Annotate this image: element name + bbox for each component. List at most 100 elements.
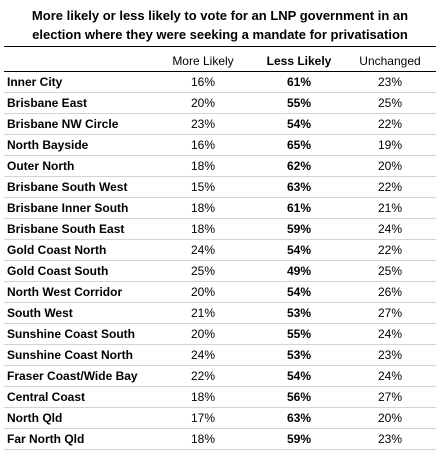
unchanged-cell: 24% xyxy=(344,218,436,240)
table-row: South West 21% 53% 27% xyxy=(4,302,436,324)
more-likely-cell: 18% xyxy=(152,218,254,240)
region-cell: Fraser Coast/Wide Bay xyxy=(4,365,152,387)
header-row: More Likely Less Likely Unchanged xyxy=(4,51,436,72)
less-likely-cell: 63% xyxy=(254,407,344,429)
region-cell: North Bayside xyxy=(4,134,152,156)
region-cell: Inner City xyxy=(4,71,152,93)
table-row: Central Coast 18% 56% 27% xyxy=(4,386,436,408)
table-row: North Bayside 16% 65% 19% xyxy=(4,134,436,156)
title-line-2: election where they were seeking a manda… xyxy=(32,27,408,42)
region-cell: Sunshine Coast South xyxy=(4,323,152,345)
less-likely-cell: 61% xyxy=(254,197,344,219)
more-likely-cell: 18% xyxy=(152,386,254,408)
table-row: Far North Qld 18% 59% 23% xyxy=(4,428,436,450)
unchanged-cell: 22% xyxy=(344,176,436,198)
region-cell: Sunshine Coast North xyxy=(4,344,152,366)
more-likely-cell: 20% xyxy=(152,323,254,345)
region-cell: Brisbane East xyxy=(4,92,152,114)
less-likely-cell: 65% xyxy=(254,134,344,156)
table-row: Brisbane East 20% 55% 25% xyxy=(4,92,436,114)
header-region xyxy=(4,51,152,72)
title-line-1: More likely or less likely to vote for a… xyxy=(31,8,409,23)
region-cell: South West xyxy=(4,302,152,324)
table-row: Sunshine Coast North 24% 53% 23% xyxy=(4,344,436,366)
region-cell: Brisbane South West xyxy=(4,176,152,198)
table-row: Outer North 18% 62% 20% xyxy=(4,155,436,177)
header-more-likely: More Likely xyxy=(152,51,254,72)
region-cell: North West Corridor xyxy=(4,281,152,303)
less-likely-cell: 63% xyxy=(254,176,344,198)
unchanged-cell: 19% xyxy=(344,134,436,156)
less-likely-cell: 56% xyxy=(254,386,344,408)
table-row: Fraser Coast/Wide Bay 22% 54% 24% xyxy=(4,365,436,387)
results-table: More Likely Less Likely Unchanged Inner … xyxy=(4,51,436,450)
region-cell: Brisbane Inner South xyxy=(4,197,152,219)
more-likely-cell: 18% xyxy=(152,155,254,177)
unchanged-cell: 22% xyxy=(344,113,436,135)
unchanged-cell: 22% xyxy=(344,239,436,261)
table-row: Gold Coast North 24% 54% 22% xyxy=(4,239,436,261)
table-row: North West Corridor 20% 54% 26% xyxy=(4,281,436,303)
table-row: Brisbane NW Circle 23% 54% 22% xyxy=(4,113,436,135)
more-likely-cell: 21% xyxy=(152,302,254,324)
less-likely-cell: 59% xyxy=(254,218,344,240)
more-likely-cell: 24% xyxy=(152,344,254,366)
table-row: Brisbane South West 15% 63% 22% xyxy=(4,176,436,198)
unchanged-cell: 26% xyxy=(344,281,436,303)
table-row: Inner City 16% 61% 23% xyxy=(4,71,436,93)
less-likely-cell: 53% xyxy=(254,302,344,324)
more-likely-cell: 16% xyxy=(152,71,254,93)
header-unchanged: Unchanged xyxy=(344,51,436,72)
table-row: Brisbane South East 18% 59% 24% xyxy=(4,218,436,240)
unchanged-cell: 27% xyxy=(344,302,436,324)
less-likely-cell: 54% xyxy=(254,239,344,261)
less-likely-cell: 61% xyxy=(254,71,344,93)
less-likely-cell: 59% xyxy=(254,428,344,450)
unchanged-cell: 25% xyxy=(344,260,436,282)
less-likely-cell: 54% xyxy=(254,113,344,135)
region-cell: Gold Coast North xyxy=(4,239,152,261)
unchanged-cell: 24% xyxy=(344,323,436,345)
more-likely-cell: 17% xyxy=(152,407,254,429)
header-less-likely: Less Likely xyxy=(254,51,344,72)
more-likely-cell: 15% xyxy=(152,176,254,198)
unchanged-cell: 23% xyxy=(344,71,436,93)
unchanged-cell: 20% xyxy=(344,407,436,429)
unchanged-cell: 25% xyxy=(344,92,436,114)
region-cell: Brisbane South East xyxy=(4,218,152,240)
results-table-figure: More likely or less likely to vote for a… xyxy=(4,6,436,450)
less-likely-cell: 62% xyxy=(254,155,344,177)
unchanged-cell: 20% xyxy=(344,155,436,177)
more-likely-cell: 16% xyxy=(152,134,254,156)
more-likely-cell: 18% xyxy=(152,197,254,219)
table-body: Inner City 16% 61% 23% Brisbane East 20% 55% 25… xyxy=(4,71,436,450)
more-likely-cell: 18% xyxy=(152,428,254,450)
unchanged-cell: 23% xyxy=(344,428,436,450)
less-likely-cell: 54% xyxy=(254,365,344,387)
more-likely-cell: 22% xyxy=(152,365,254,387)
more-likely-cell: 23% xyxy=(152,113,254,135)
region-cell: Outer North xyxy=(4,155,152,177)
more-likely-cell: 20% xyxy=(152,281,254,303)
unchanged-cell: 21% xyxy=(344,197,436,219)
region-cell: Gold Coast South xyxy=(4,260,152,282)
unchanged-cell: 24% xyxy=(344,365,436,387)
table-row: North Qld 17% 63% 20% xyxy=(4,407,436,429)
less-likely-cell: 55% xyxy=(254,92,344,114)
table-row: Brisbane Inner South 18% 61% 21% xyxy=(4,197,436,219)
more-likely-cell: 24% xyxy=(152,239,254,261)
less-likely-cell: 49% xyxy=(254,260,344,282)
region-cell: Brisbane NW Circle xyxy=(4,113,152,135)
less-likely-cell: 54% xyxy=(254,281,344,303)
less-likely-cell: 53% xyxy=(254,344,344,366)
more-likely-cell: 25% xyxy=(152,260,254,282)
table-row: Sunshine Coast South 20% 55% 24% xyxy=(4,323,436,345)
region-cell: Far North Qld xyxy=(4,428,152,450)
less-likely-cell: 55% xyxy=(254,323,344,345)
more-likely-cell: 20% xyxy=(152,92,254,114)
unchanged-cell: 23% xyxy=(344,344,436,366)
unchanged-cell: 27% xyxy=(344,386,436,408)
table-title: More likely or less likely to vote for a… xyxy=(4,6,436,44)
region-cell: North Qld xyxy=(4,407,152,429)
title-divider xyxy=(4,46,436,47)
